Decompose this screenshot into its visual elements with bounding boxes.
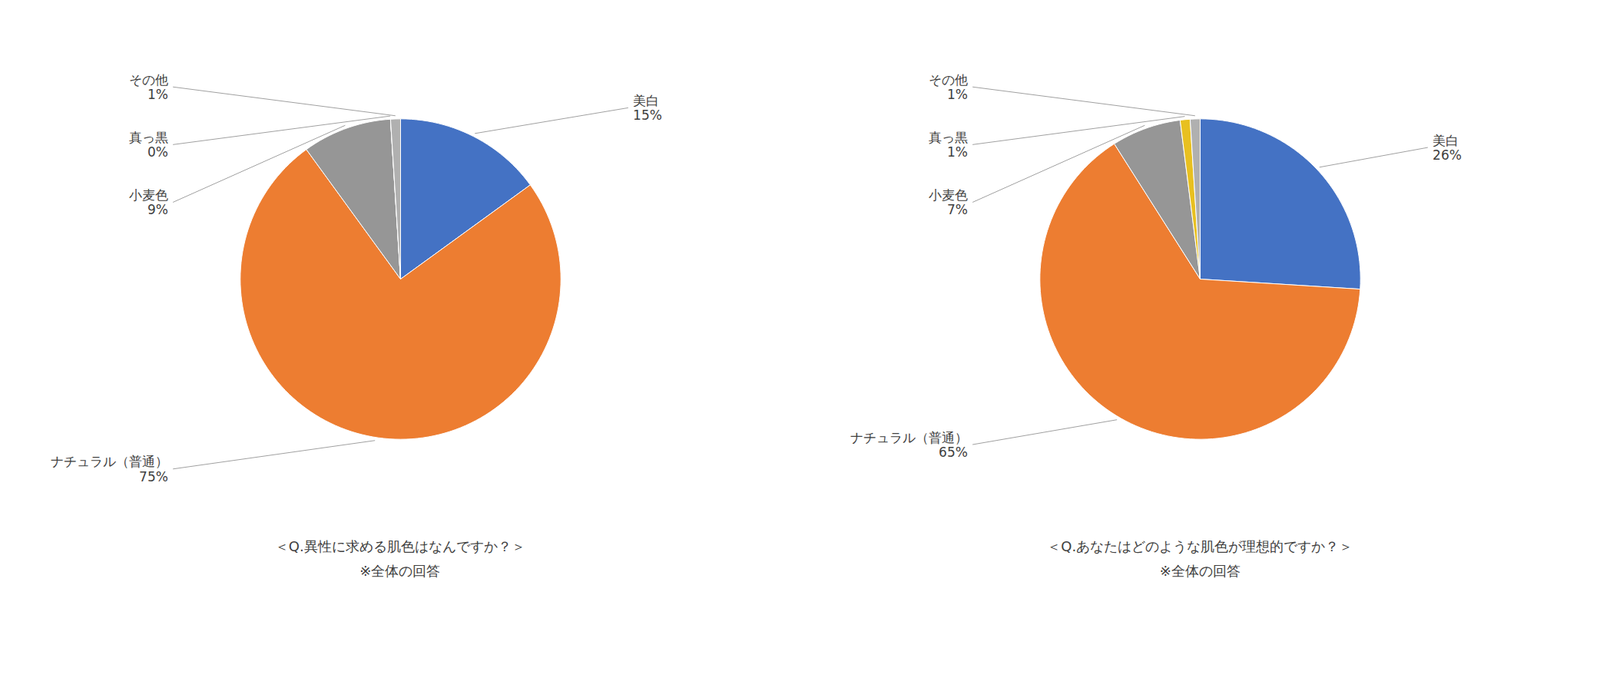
svg-text:真っ黒1%: 真っ黒1% xyxy=(928,129,968,161)
svg-text:ナチュラル（普通）65%: ナチュラル（普通）65% xyxy=(850,430,968,461)
html-text:※全体の回答: ※全体の回答 xyxy=(359,563,441,580)
svg-text:その他1%: その他1% xyxy=(928,72,968,103)
html-text:※全体の回答: ※全体の回答 xyxy=(1159,563,1241,580)
svg-text:美白26%: 美白26% xyxy=(1432,132,1462,164)
html-text:＜Q.異性に求める肌色はなんですか？＞: ＜Q.異性に求める肌色はなんですか？＞ xyxy=(274,538,526,555)
svg-text:ナチュラル（普通）75%: ナチュラル（普通）75% xyxy=(50,453,169,485)
html-text:＜Q.あなたはどのような肌色が理想的ですか？＞: ＜Q.あなたはどのような肌色が理想的ですか？＞ xyxy=(1047,538,1353,555)
svg-text:美白15%: 美白15% xyxy=(632,92,663,124)
svg-text:真っ黒0%: 真っ黒0% xyxy=(129,129,169,161)
svg-text:その他1%: その他1% xyxy=(129,72,169,103)
svg-text:小麦色7%: 小麦色7% xyxy=(928,187,968,219)
svg-text:小麦色9%: 小麦色9% xyxy=(129,187,169,219)
